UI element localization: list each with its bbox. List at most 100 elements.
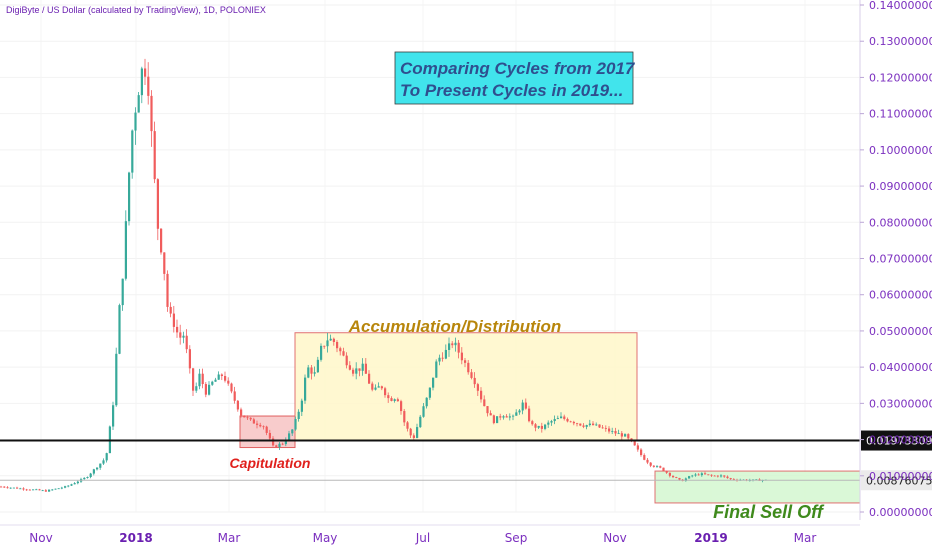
candle-body — [208, 384, 211, 395]
candle-body — [278, 443, 281, 448]
candle-body — [211, 381, 214, 385]
candle-body — [339, 348, 342, 352]
candle-body — [672, 475, 675, 478]
candle-body — [732, 479, 735, 480]
candle-body — [656, 466, 659, 467]
candle-body — [128, 172, 131, 222]
candle-body — [601, 427, 604, 429]
candle-body — [387, 395, 390, 399]
chart-header: DigiByte / US Dollar (calculated by Trad… — [6, 5, 266, 15]
candle-body — [268, 432, 271, 439]
candle-body — [710, 474, 713, 476]
candle-body — [691, 475, 694, 477]
x-tick-label: 2018 — [119, 531, 152, 545]
x-axis: Nov 2018 Mar May Jul Sep Nov 2019 Mar — [0, 524, 860, 545]
candle-body — [275, 445, 278, 448]
candle-body — [726, 476, 729, 479]
candle-body — [192, 368, 195, 391]
y-tick-label: 0.04000000 — [869, 361, 932, 374]
price-level-tag — [861, 430, 932, 451]
candle-body — [364, 363, 367, 374]
y-tick-label: 0.02000000 — [869, 434, 932, 447]
candle-body — [150, 95, 153, 132]
candle-body — [9, 487, 12, 489]
candle-body — [195, 386, 198, 391]
candle-body — [380, 386, 383, 389]
candle-body — [432, 377, 435, 388]
candle-body — [428, 387, 431, 398]
y-tick-label: 0.10000000 — [869, 144, 932, 157]
candle-body — [521, 402, 524, 411]
y-tick-label: 0.13000000 — [869, 35, 932, 48]
candle-body — [505, 416, 508, 418]
candle-body — [384, 388, 387, 396]
y-tick-label: 0.06000000 — [869, 289, 932, 302]
candle-body — [416, 427, 419, 438]
candle-body — [358, 368, 361, 371]
candle-body — [444, 349, 447, 359]
candle-body — [499, 416, 502, 418]
candle-body — [492, 415, 495, 424]
zone-label: Accumulation/Distribution — [348, 317, 562, 336]
candle-body — [233, 391, 236, 401]
candle-body — [441, 357, 444, 359]
candle-body — [592, 423, 595, 426]
candle-body — [313, 372, 316, 374]
candle-body — [652, 465, 655, 467]
candle-body — [105, 453, 108, 461]
candle-body — [598, 424, 601, 428]
candle-body — [400, 401, 403, 412]
candle-body — [566, 418, 569, 422]
candle-body — [166, 273, 169, 307]
candle-body — [345, 355, 348, 366]
x-tick-label: Nov — [29, 531, 52, 545]
horizontal-lines: 0.01973309 0.00876075 — [0, 430, 932, 491]
candle-body — [688, 476, 691, 479]
y-tick-label: 0.01000000 — [869, 470, 932, 483]
candle-body — [515, 412, 518, 416]
candle-body — [294, 419, 297, 430]
y-tick-label: 0.00000000 — [869, 506, 932, 519]
candle-body — [57, 488, 60, 490]
candle-body — [147, 76, 150, 96]
candle-body — [419, 416, 422, 428]
candle-body — [44, 490, 47, 492]
candle-body — [518, 410, 521, 413]
annotation-line-1: Comparing Cycles from 2017 — [400, 59, 636, 78]
candle-body — [67, 485, 70, 487]
candle-body — [403, 411, 406, 423]
candle-body — [134, 112, 137, 131]
candle-body — [544, 424, 547, 429]
candle-body — [697, 474, 700, 476]
chart-zones — [239, 332, 861, 504]
candle-body — [684, 478, 687, 482]
candle-body — [326, 340, 329, 347]
y-tick-label: 0.05000000 — [869, 325, 932, 338]
y-tick-label: 0.11000000 — [869, 108, 932, 121]
candle-body — [636, 445, 639, 450]
candle-body — [467, 362, 470, 373]
y-tick-label: 0.07000000 — [869, 253, 932, 266]
candle-body — [585, 425, 588, 427]
candle-body — [617, 433, 620, 435]
candle-body — [422, 406, 425, 417]
candle-body — [361, 363, 364, 371]
candle-body — [156, 179, 159, 229]
candle-body — [496, 416, 499, 424]
candle-body — [115, 353, 118, 406]
candle-body — [464, 360, 467, 363]
candle-body — [236, 400, 239, 410]
candle-body — [604, 427, 607, 429]
candle-body — [576, 423, 579, 425]
candle-body — [224, 376, 227, 381]
candle-body — [48, 489, 51, 492]
candle-body — [480, 390, 483, 400]
candle-body — [265, 426, 268, 433]
x-tick-label: Jul — [415, 531, 430, 545]
candle-body — [723, 475, 726, 477]
candle-body — [3, 486, 6, 488]
candle-body — [473, 377, 476, 385]
candle-body — [230, 383, 233, 392]
candle-body — [131, 130, 134, 173]
